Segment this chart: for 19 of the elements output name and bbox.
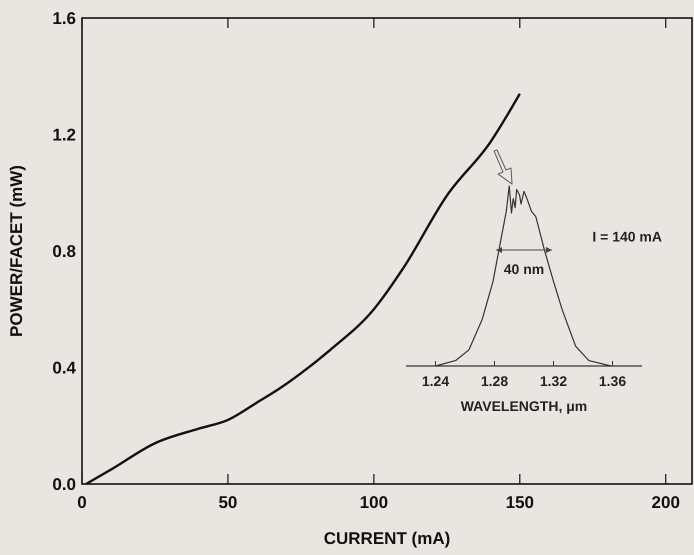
x-tick-label: 1.36 bbox=[598, 373, 626, 389]
x-tick-label: 1.28 bbox=[480, 373, 508, 389]
x-tick-label: 150 bbox=[506, 493, 534, 512]
y-tick-label: 0.8 bbox=[52, 242, 76, 261]
y-tick-label: 1.2 bbox=[52, 126, 76, 144]
annotation: 40 nm bbox=[504, 261, 544, 277]
x-tick-label: 50 bbox=[218, 493, 238, 512]
y-tick-label: 0.4 bbox=[52, 358, 77, 378]
y-axis-title: POWER/FACET (mW) bbox=[7, 165, 26, 337]
x-tick-label: 1.24 bbox=[422, 373, 450, 389]
x-tick-label: 0 bbox=[77, 493, 87, 512]
x-axis-title: WAVELENGTH, μm bbox=[460, 398, 588, 414]
y-tick-label: 1.6 bbox=[52, 9, 76, 28]
x-tick-label: 200 bbox=[652, 493, 680, 512]
annotation: I = 140 mA bbox=[592, 228, 662, 244]
x-tick-label: 1.32 bbox=[540, 373, 568, 389]
x-axis-title: CURRENT (mA) bbox=[324, 529, 450, 548]
y-tick-label: 0.0 bbox=[52, 475, 76, 494]
x-tick-label: 100 bbox=[360, 493, 388, 512]
